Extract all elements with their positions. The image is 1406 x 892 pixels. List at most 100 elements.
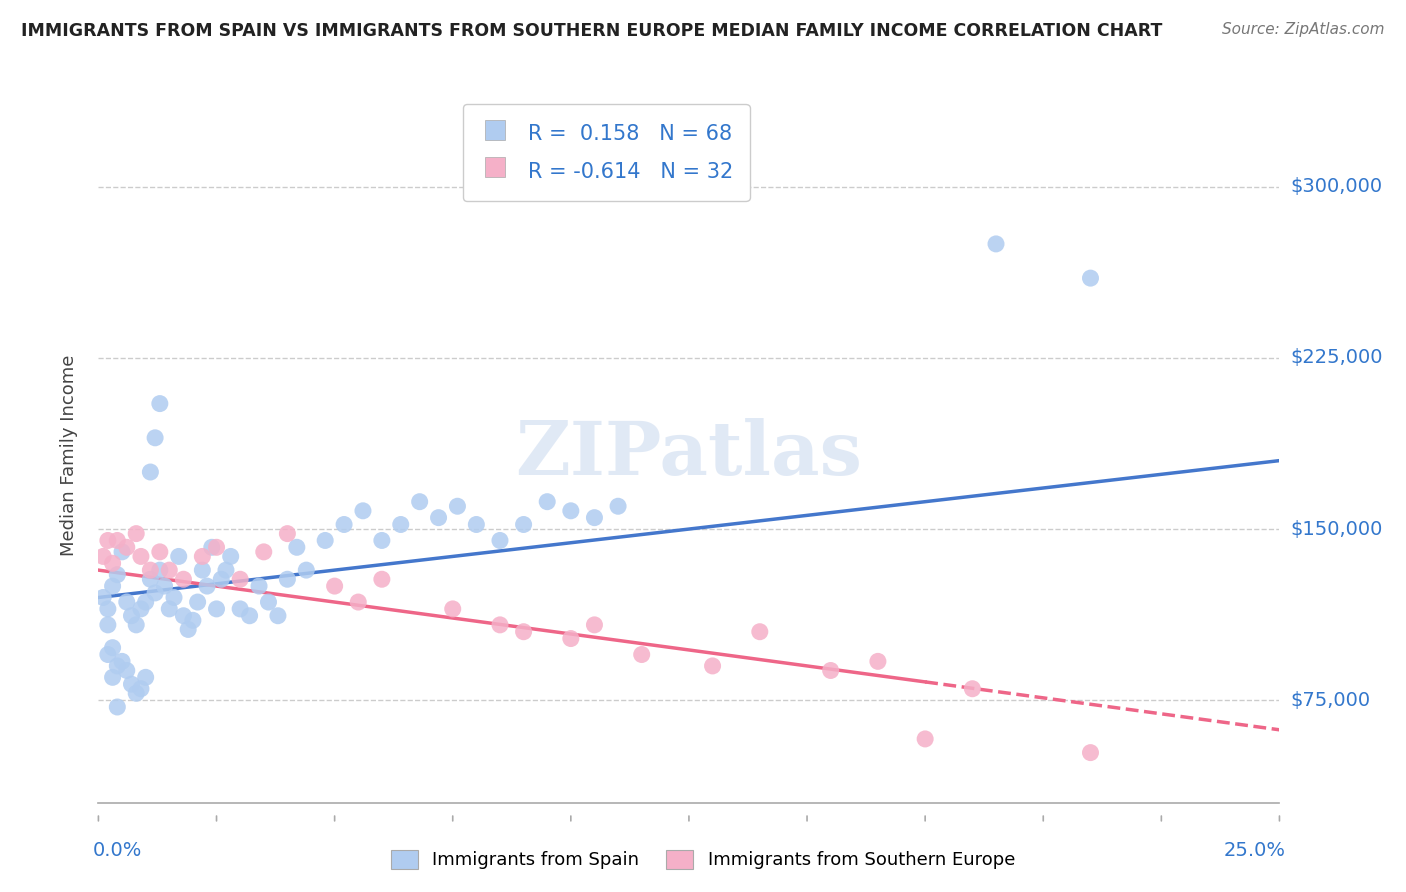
Point — [91, 591, 114, 605]
Point — [167, 549, 190, 564]
Point — [111, 545, 134, 559]
Point — [101, 640, 124, 655]
Point — [583, 510, 606, 524]
Point — [97, 618, 120, 632]
Point — [97, 533, 120, 548]
Point — [295, 563, 318, 577]
Point — [560, 504, 582, 518]
Text: 25.0%: 25.0% — [1223, 841, 1285, 860]
Point — [115, 541, 138, 555]
Point — [205, 602, 228, 616]
Point — [157, 602, 180, 616]
Point — [139, 465, 162, 479]
Point — [239, 608, 262, 623]
Point — [389, 517, 412, 532]
Point — [149, 563, 172, 577]
Point — [157, 563, 180, 577]
Point — [352, 504, 374, 518]
Text: 0.0%: 0.0% — [93, 841, 142, 860]
Point — [219, 549, 242, 564]
Point — [276, 572, 298, 586]
Y-axis label: Median Family Income: Median Family Income — [59, 354, 77, 556]
Point — [347, 595, 370, 609]
Point — [984, 236, 1007, 251]
Point — [866, 654, 889, 668]
Legend: Immigrants from Spain, Immigrants from Southern Europe: Immigrants from Spain, Immigrants from S… — [381, 841, 1025, 879]
Point — [121, 677, 143, 691]
Point — [371, 572, 394, 586]
Point — [125, 618, 148, 632]
Point — [125, 686, 148, 700]
Point — [121, 608, 143, 623]
Point — [101, 579, 124, 593]
Point — [115, 664, 138, 678]
Point — [105, 567, 128, 582]
Point — [465, 517, 488, 532]
Point — [105, 533, 128, 548]
Point — [408, 494, 430, 508]
Point — [135, 595, 157, 609]
Point — [143, 431, 166, 445]
Point — [257, 595, 280, 609]
Point — [489, 533, 512, 548]
Point — [441, 602, 464, 616]
Point — [583, 618, 606, 632]
Legend: R =  0.158   N = 68, R = -0.614   N = 32: R = 0.158 N = 68, R = -0.614 N = 32 — [463, 103, 749, 201]
Text: $75,000: $75,000 — [1291, 690, 1371, 710]
Point — [195, 579, 218, 593]
Point — [1080, 271, 1102, 285]
Point — [101, 556, 124, 570]
Point — [560, 632, 582, 646]
Point — [702, 659, 724, 673]
Point — [91, 549, 114, 564]
Point — [607, 500, 630, 514]
Point — [129, 549, 152, 564]
Point — [111, 654, 134, 668]
Point — [914, 731, 936, 746]
Text: IMMIGRANTS FROM SPAIN VS IMMIGRANTS FROM SOUTHERN EUROPE MEDIAN FAMILY INCOME CO: IMMIGRANTS FROM SPAIN VS IMMIGRANTS FROM… — [21, 22, 1163, 40]
Point — [115, 595, 138, 609]
Point — [139, 572, 162, 586]
Point — [149, 545, 172, 559]
Point — [177, 623, 200, 637]
Point — [149, 396, 172, 410]
Point — [229, 602, 252, 616]
Point — [333, 517, 356, 532]
Point — [191, 549, 214, 564]
Point — [748, 624, 770, 639]
Point — [105, 700, 128, 714]
Point — [247, 579, 270, 593]
Point — [129, 602, 152, 616]
Point — [820, 664, 842, 678]
Point — [172, 572, 194, 586]
Point — [163, 591, 186, 605]
Point — [209, 572, 232, 586]
Point — [201, 541, 224, 555]
Point — [285, 541, 308, 555]
Point — [139, 563, 162, 577]
Point — [512, 624, 534, 639]
Point — [371, 533, 394, 548]
Point — [105, 659, 128, 673]
Text: $225,000: $225,000 — [1291, 349, 1384, 368]
Text: ZIPatlas: ZIPatlas — [516, 418, 862, 491]
Point — [187, 595, 209, 609]
Text: Source: ZipAtlas.com: Source: ZipAtlas.com — [1222, 22, 1385, 37]
Point — [253, 545, 276, 559]
Point — [97, 648, 120, 662]
Point — [215, 563, 238, 577]
Point — [427, 510, 450, 524]
Point — [267, 608, 290, 623]
Point — [101, 670, 124, 684]
Point — [97, 602, 120, 616]
Point — [323, 579, 346, 593]
Point — [191, 563, 214, 577]
Point — [135, 670, 157, 684]
Point — [172, 608, 194, 623]
Text: $150,000: $150,000 — [1291, 519, 1384, 539]
Point — [205, 541, 228, 555]
Point — [181, 613, 204, 627]
Point — [276, 526, 298, 541]
Point — [446, 500, 468, 514]
Point — [314, 533, 336, 548]
